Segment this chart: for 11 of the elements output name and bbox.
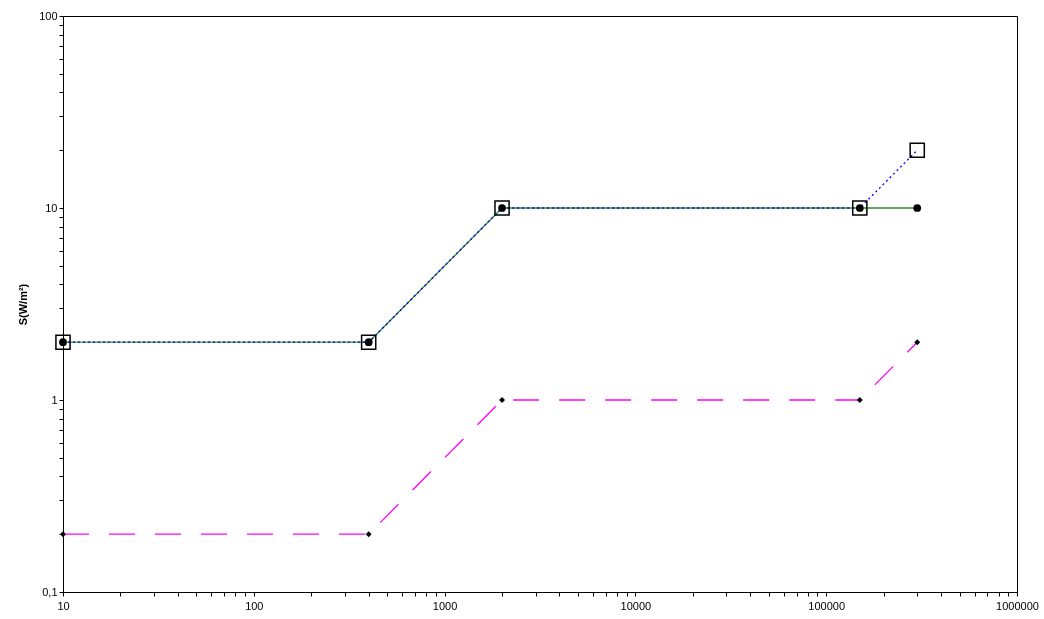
y-tick-label: 10 — [45, 201, 58, 214]
x-tick-label: 10000 — [620, 599, 652, 612]
x-tick-label: 100000 — [808, 599, 846, 612]
x-tick-label: 1000 — [432, 599, 458, 612]
y-axis-title: S(W/m²) — [17, 283, 30, 326]
x-tick-label: 10 — [57, 599, 70, 612]
y-tick-label: 100 — [39, 9, 58, 22]
y-tick-label: 1 — [51, 393, 58, 406]
x-tick-label: 100 — [245, 599, 264, 612]
x-tick-label: 1000000 — [996, 599, 1039, 612]
y-tick-label: 0,1 — [42, 585, 58, 598]
